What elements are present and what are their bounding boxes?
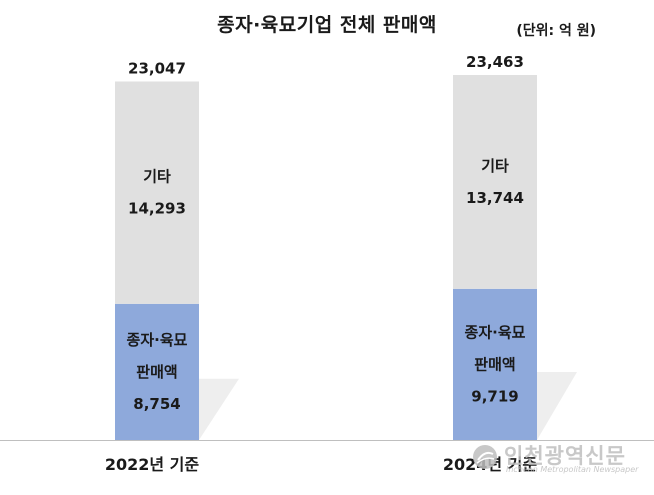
bar-segment-1-1 — [453, 75, 537, 289]
data-label-0-1: 9,719 — [471, 387, 518, 405]
bar-shadow-0 — [199, 378, 239, 440]
bar-segment-0-0 — [115, 303, 199, 440]
watermark-name: 인천광역신문 — [504, 444, 626, 468]
unit-label: (단위: 억 원) — [516, 23, 596, 39]
series-label-0-1-1: 판매액 — [474, 355, 515, 373]
data-label-1-1: 13,744 — [466, 189, 524, 207]
watermark: 인천광역신문 Incheon Metropolitan Newspaper — [472, 438, 652, 478]
data-label-0-0: 8,754 — [133, 395, 180, 413]
watermark-subtitle: Incheon Metropolitan Newspaper — [506, 465, 639, 474]
series-label-1-0-0: 기타 — [143, 168, 171, 186]
total-label-0: 23,047 — [128, 59, 186, 77]
bar-segment-0-1 — [453, 288, 537, 440]
chart-title: 종자·육묘기업 전체 판매액 — [217, 14, 437, 36]
bar-shadow-1 — [537, 371, 577, 440]
bar-segment-1-0 — [115, 81, 199, 304]
series-label-0-0-0: 종자·육묘 — [127, 331, 188, 349]
data-label-1-0: 14,293 — [128, 200, 186, 218]
series-label-0-1-0: 종자·육묘 — [465, 323, 526, 341]
series-label-1-1-0: 기타 — [481, 157, 509, 175]
total-label-1: 23,463 — [466, 53, 524, 71]
globe-logo-icon — [473, 445, 497, 469]
category-label-0: 2022년 기준 — [105, 455, 200, 474]
series-label-0-0-1: 판매액 — [136, 363, 177, 381]
